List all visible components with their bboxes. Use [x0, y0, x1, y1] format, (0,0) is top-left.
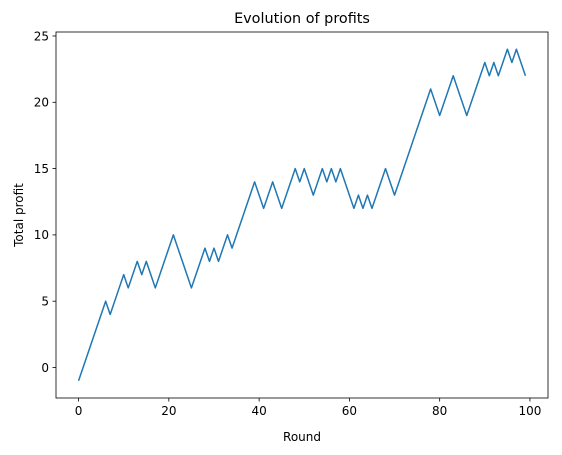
- y-tick-label: 20: [34, 96, 49, 110]
- x-tick-label: 0: [75, 404, 83, 418]
- y-axis-ticks: 0 5 10 15 20 25: [34, 29, 56, 375]
- y-tick-label: 10: [34, 228, 49, 242]
- plot-area: [55, 31, 549, 399]
- x-tick-label: 80: [432, 404, 447, 418]
- y-axis-label: Total profit: [12, 183, 26, 248]
- x-axis-ticks: 0 20 40 60 80 100: [75, 398, 541, 418]
- y-tick-label: 25: [34, 29, 49, 43]
- x-tick-label: 100: [518, 404, 541, 418]
- x-axis-label: Round: [283, 430, 321, 444]
- x-tick-label: 20: [161, 404, 176, 418]
- chart-title: Evolution of profits: [234, 11, 370, 27]
- x-tick-label: 40: [251, 404, 266, 418]
- profit-series-line: [77, 48, 527, 382]
- y-tick-label: 0: [41, 361, 49, 375]
- y-tick-label: 5: [41, 294, 49, 308]
- plot-frame: [55, 31, 549, 399]
- y-tick-label: 15: [34, 162, 49, 176]
- x-tick-label: 60: [342, 404, 357, 418]
